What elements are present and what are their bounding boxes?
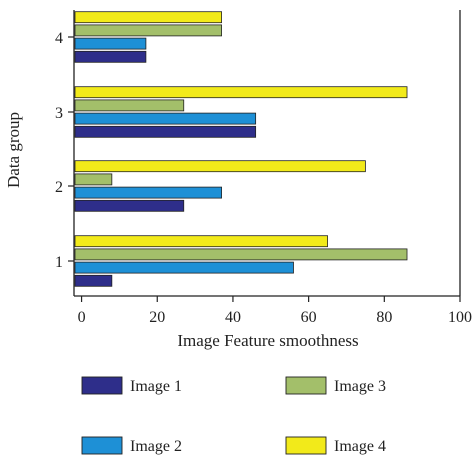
y-axis-label: Data group xyxy=(4,112,23,188)
legend-label-image-1: Image 1 xyxy=(130,378,182,395)
x-ticks: 0 20 40 60 80 100 xyxy=(78,296,472,326)
bar-group-2-image-1 xyxy=(74,199,185,212)
bar-group-2-image-2 xyxy=(74,186,222,199)
x-axis-label: Image Feature smoothness xyxy=(177,331,358,350)
axes-layer xyxy=(73,10,461,297)
legend-swatch-image-1 xyxy=(81,376,123,395)
bar-group-1-image-4 xyxy=(74,235,328,248)
bar-group-4-image-2 xyxy=(74,37,147,50)
x-tick-label-60: 60 xyxy=(301,309,317,326)
bar-group-2-image-3 xyxy=(74,173,113,186)
bars-layer xyxy=(74,11,408,287)
bar-group-3-image-4 xyxy=(74,86,408,99)
y-tick-label-1: 1 xyxy=(55,254,63,271)
bar-group-1-image-1 xyxy=(74,274,113,287)
bar-group-2-image-4 xyxy=(74,160,366,173)
y-tick-label-4: 4 xyxy=(55,30,63,47)
x-tick-label-100: 100 xyxy=(448,309,472,326)
y-tick-label-2: 2 xyxy=(55,179,63,196)
y-ticks: 1 2 3 4 xyxy=(55,30,74,271)
bar-group-3-image-1 xyxy=(74,125,257,138)
bar-group-4-image-3 xyxy=(74,24,222,37)
x-tick-label-40: 40 xyxy=(225,309,241,326)
legend-swatch-image-3 xyxy=(285,376,327,395)
bar-group-3-image-3 xyxy=(74,99,185,112)
bar-group-4-image-4 xyxy=(74,11,222,24)
bar-group-1-image-3 xyxy=(74,248,408,261)
legend-label-image-4: Image 4 xyxy=(334,438,386,455)
legend: Image 1 Image 2 Image 3 Image 4 xyxy=(81,376,386,455)
bar-group-1-image-2 xyxy=(74,261,294,274)
x-tick-label-0: 0 xyxy=(78,309,86,326)
legend-label-image-3: Image 3 xyxy=(334,378,386,395)
legend-swatch-image-4 xyxy=(285,436,327,455)
x-tick-label-20: 20 xyxy=(149,309,165,326)
y-tick-label-3: 3 xyxy=(55,105,63,122)
legend-label-image-2: Image 2 xyxy=(130,438,182,455)
legend-swatch-image-2 xyxy=(81,436,123,455)
bar-group-4-image-1 xyxy=(74,50,147,63)
bar-group-3-image-2 xyxy=(74,112,257,125)
x-tick-label-80: 80 xyxy=(376,309,392,326)
